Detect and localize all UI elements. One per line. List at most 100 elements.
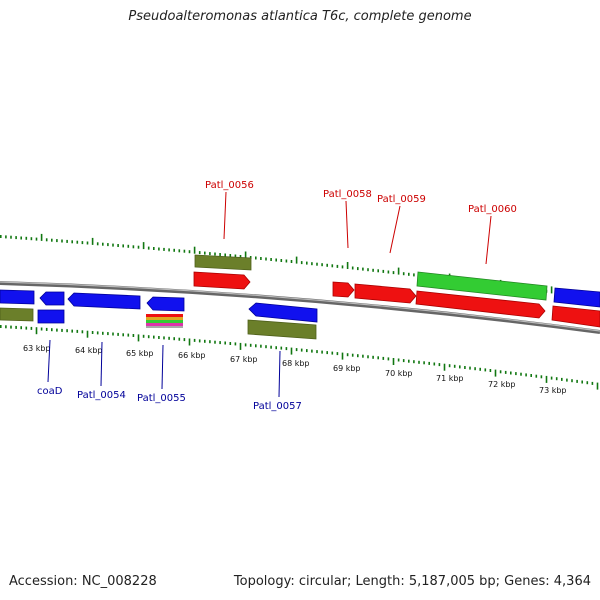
tick-mark-outer (367, 268, 369, 272)
feature-cds-coaD-lower[interactable] (37, 309, 65, 324)
tick-mark-inner (443, 363, 446, 371)
tick-mark-inner (341, 352, 344, 360)
tick-mark-inner (515, 372, 517, 376)
tick-mark-outer (229, 254, 232, 257)
feature-multi-overlap-0055[interactable] (146, 314, 183, 328)
tick-mark-inner (397, 358, 400, 362)
tick-mark-inner (346, 353, 349, 357)
tick-mark-inner (183, 338, 186, 342)
tick-mark-outer (331, 264, 334, 268)
gene-label-Patl_0059[interactable]: Patl_0059 (377, 194, 426, 205)
tick-mark-outer (382, 269, 385, 273)
tick-mark-outer (249, 256, 252, 259)
tick-mark-outer (45, 238, 48, 242)
scale-label-65-kbp: 65 kbp (126, 349, 154, 358)
tick-mark-inner (137, 334, 140, 342)
tick-mark-inner (321, 350, 323, 354)
map-title: Pseudoalteromonas atlantica T6c, complet… (128, 9, 472, 24)
tick-mark-inner (357, 354, 359, 358)
tick-mark-outer (290, 260, 293, 263)
gene-label-Patl_0056[interactable]: Patl_0056 (205, 180, 254, 191)
tick-mark-inner (382, 356, 385, 360)
tick-mark-outer (550, 286, 553, 294)
feature-misc-0056-upper[interactable] (194, 254, 252, 271)
scale-label-67-kbp: 67 kbp (230, 355, 258, 364)
feature-rna-Patl_0060[interactable] (416, 271, 548, 301)
tick-mark-inner (428, 361, 430, 365)
tick-mark-inner (311, 349, 313, 353)
tick-mark-inner (504, 370, 507, 374)
tick-mark-inner (550, 376, 553, 380)
feature-cds-Patl_0055[interactable] (146, 296, 185, 312)
feature-cds-forward-edge[interactable] (551, 305, 600, 328)
tick-mark-outer (20, 236, 22, 240)
tick-mark-inner (525, 373, 527, 377)
tick-mark-outer (341, 265, 344, 269)
tick-mark-inner (122, 333, 124, 337)
tick-mark-inner (408, 359, 410, 363)
scale-label-73-kbp: 73 kbp (539, 386, 567, 395)
tick-mark-inner (295, 348, 298, 352)
gene-label-Patl_0054[interactable]: Patl_0054 (77, 390, 126, 401)
tick-mark-outer (397, 267, 400, 275)
tick-mark-inner (576, 379, 578, 383)
tick-mark-outer (10, 235, 12, 239)
feature-cds-Patl_0059[interactable] (354, 283, 417, 304)
tick-mark-inner (392, 358, 395, 365)
tick-mark-outer (158, 247, 160, 251)
feature-cds-Patl_0056[interactable] (193, 271, 251, 290)
tick-mark-outer (280, 259, 283, 262)
feature-cds-coaD[interactable] (39, 291, 65, 306)
tick-mark-inner (423, 361, 425, 365)
tick-mark-outer (25, 236, 28, 240)
gene-label-Patl_0055[interactable]: Patl_0055 (137, 393, 186, 404)
tick-mark-inner (25, 326, 28, 330)
tick-mark-inner (71, 329, 73, 333)
feature-cds-reverse-edge-upper[interactable] (553, 287, 600, 308)
tick-mark-inner (367, 355, 369, 359)
tick-mark-inner (117, 332, 119, 336)
feature-cds-reverse-left-1[interactable] (0, 289, 35, 305)
tick-mark-outer (122, 244, 124, 248)
scale-label-69-kbp: 69 kbp (333, 364, 361, 373)
tick-mark-outer (153, 247, 155, 250)
tick-mark-inner (91, 331, 94, 334)
tick-mark-inner (469, 366, 471, 370)
tick-mark-inner (178, 337, 181, 341)
tick-mark-inner (229, 342, 232, 345)
feature-cds-Patl_0057[interactable] (248, 302, 318, 323)
tick-mark-inner (372, 355, 374, 359)
tick-mark-inner (362, 354, 364, 358)
scale-label-71-kbp: 71 kbp (436, 374, 464, 383)
feature-misc-left[interactable] (0, 307, 34, 322)
tick-mark-outer (326, 263, 328, 267)
leader-line-Patl_0055 (161, 344, 164, 390)
feature-cds-Patl_0058[interactable] (332, 281, 355, 298)
gene-label-Patl_0057[interactable]: Patl_0057 (253, 401, 302, 412)
tick-mark-outer (295, 256, 298, 264)
tick-mark-inner (448, 364, 451, 368)
tick-mark-outer (402, 272, 405, 276)
feature-cds-Patl_0054[interactable] (67, 292, 141, 310)
tick-mark-inner (56, 328, 58, 332)
tick-mark-inner (586, 381, 589, 385)
tick-mark-outer (102, 242, 104, 246)
tick-mark-inner (484, 368, 487, 372)
gene-label-Patl_0060[interactable]: Patl_0060 (468, 204, 517, 215)
tick-mark-inner (489, 369, 492, 372)
tick-mark-outer (311, 262, 313, 266)
tick-mark-inner (402, 359, 405, 363)
scale-label-63-kbp: 63 kbp (23, 344, 51, 353)
gene-labels: Patl_0056 Patl_0058 Patl_0059 Patl_0060 coaD… (37, 180, 517, 412)
tick-mark-inner (86, 330, 89, 338)
feature-misc-0057-lower[interactable] (247, 319, 317, 340)
genome-summary-text: Topology: circular; Length: 5,187,005 bp… (233, 574, 591, 589)
tick-mark-outer (336, 264, 339, 268)
tick-mark-inner (214, 340, 216, 344)
feature-cds-Patl_0060[interactable] (415, 290, 546, 319)
tick-mark-inner (331, 351, 334, 355)
gene-label-coaD[interactable]: coaD (37, 386, 63, 397)
tick-mark-outer (224, 253, 226, 257)
gene-label-Patl_0058[interactable]: Patl_0058 (323, 189, 372, 200)
